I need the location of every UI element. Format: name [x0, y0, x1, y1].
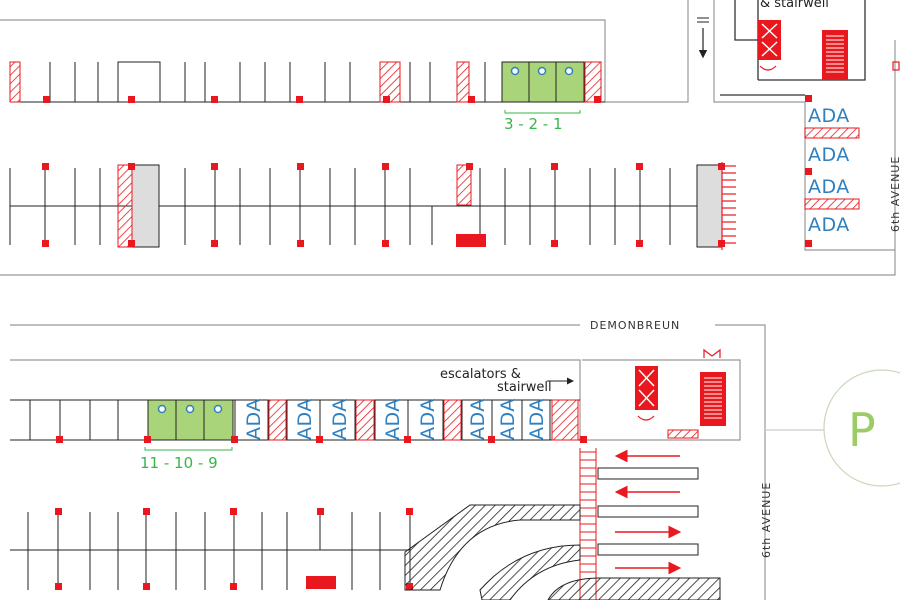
ada-label: ADA — [329, 398, 351, 440]
upper-red-bar — [456, 234, 486, 247]
elevator-icon — [758, 20, 781, 60]
ada-label: ADA — [497, 398, 519, 440]
lower-space-numbers: 11 - 10 - 9 — [140, 454, 218, 472]
ada-label: ADA — [243, 398, 265, 440]
upper-ev-spaces — [501, 61, 585, 114]
lower-bottom-stall-row — [10, 512, 411, 590]
ev-charger-icon — [213, 404, 223, 414]
escalators-label-line1: escalators & — [440, 367, 521, 382]
ada-hatch — [804, 198, 860, 210]
upper-level: 3 - 2 - 1 — [0, 0, 900, 276]
ada-label: ADA — [382, 398, 404, 440]
upper-gray-block-2 — [696, 164, 723, 248]
upper-top-columns — [43, 96, 601, 103]
ev-charger-icon — [510, 66, 520, 76]
upper-hatch-3 — [456, 61, 470, 103]
ev-charger-icon — [185, 404, 195, 414]
lower-elevator-room — [635, 348, 726, 439]
ramp-middle — [479, 544, 581, 600]
lower-top-columns — [56, 436, 587, 443]
upper-hatch-5 — [117, 164, 133, 248]
park-letter: P — [848, 403, 876, 457]
upper-hatch-6 — [456, 164, 472, 206]
ada-label: ADA — [808, 214, 850, 236]
ada-hatch — [551, 399, 579, 441]
upper-gray-block-1 — [131, 164, 160, 248]
upper-red-ladder — [721, 162, 736, 250]
ada-label: ADA — [808, 176, 850, 198]
lower-entry-lanes — [579, 448, 699, 600]
upper-middle-columns — [42, 163, 725, 247]
lower-ev-spaces — [144, 399, 234, 451]
ada-label: ADA — [808, 105, 850, 127]
upper-stairwell-label: & stairwell — [760, 0, 829, 11]
ada-label: ADA — [294, 398, 316, 440]
upper-right-marker — [892, 61, 900, 71]
ramp-upper — [404, 504, 581, 591]
ada-hatch — [355, 399, 375, 441]
lower-outer-wall — [10, 324, 766, 600]
upper-elevator-room — [720, 0, 866, 102]
ev-charger-icon — [537, 66, 547, 76]
ada-label: ADA — [526, 398, 548, 440]
street-label-6th-avenue-lower: 6th AVENUE — [760, 482, 773, 558]
ramp-lower — [547, 577, 721, 600]
street-label-demonbreun: DEMONBREUN — [590, 319, 680, 332]
upper-space-numbers: 3 - 2 - 1 — [504, 115, 563, 133]
upper-middle-stall-row — [9, 168, 700, 245]
ada-hatch — [443, 399, 462, 441]
park-circle: P — [765, 369, 900, 487]
ada-label: ADA — [417, 398, 439, 440]
ada-label: ADA — [808, 144, 850, 166]
street-label-6th-avenue-upper: 6th AVENUE — [889, 156, 900, 232]
ev-charger-icon — [564, 66, 574, 76]
upper-hatch-4 — [584, 61, 602, 103]
upper-lane-marking — [697, 17, 709, 59]
lower-top-stall-row — [10, 399, 580, 441]
ada-hatch — [804, 127, 860, 139]
ada-label: ADA — [467, 398, 489, 440]
stairs-icon — [700, 372, 726, 426]
lower-ada-row: ADA ADA ADA ADA ADA ADA ADA ADA — [243, 398, 579, 441]
elevator-icon — [635, 366, 658, 410]
escalators-label-line2: stairwell — [497, 380, 552, 395]
lower-level: DEMONBREUN 6th AVENUE P escalators & sta… — [10, 319, 900, 600]
lower-red-bar — [306, 576, 336, 589]
upper-hatch-1 — [9, 61, 21, 103]
ada-hatch — [268, 399, 287, 441]
ev-charger-icon — [157, 404, 167, 414]
upper-ada-column: ADA ADA ADA ADA — [804, 105, 860, 247]
